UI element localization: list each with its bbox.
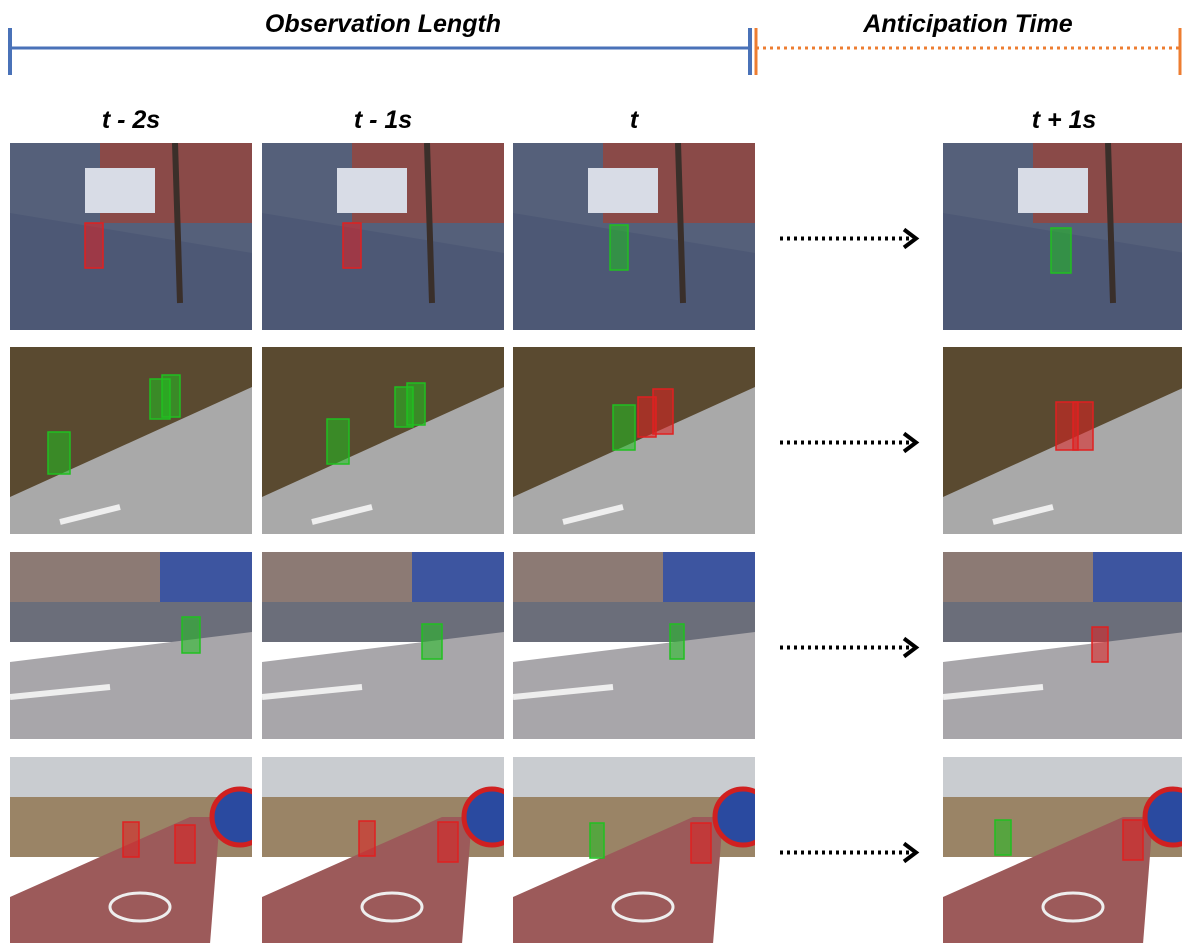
anticipation-label: Anticipation Time bbox=[862, 10, 1072, 38]
column-label: t - 2s bbox=[102, 106, 160, 134]
image-grid bbox=[10, 143, 1182, 943]
blue-wall bbox=[160, 552, 252, 602]
cars bbox=[10, 602, 252, 642]
scene-image bbox=[262, 347, 504, 534]
pedestrian-box bbox=[123, 822, 139, 857]
pedestrian-box bbox=[653, 389, 673, 434]
pedestrian-box bbox=[1092, 627, 1108, 662]
pedestrian-box bbox=[438, 822, 458, 862]
scene-image bbox=[10, 552, 252, 739]
cars bbox=[262, 602, 504, 642]
blue-wall bbox=[663, 552, 755, 602]
observation-label: Observation Length bbox=[265, 10, 501, 38]
pedestrian-box bbox=[85, 223, 103, 268]
scene-image bbox=[943, 347, 1182, 534]
column-labels: t - 2s t - 1s t t + 1s bbox=[102, 106, 1097, 134]
scene-image bbox=[10, 757, 268, 943]
traffic-sign bbox=[1145, 789, 1182, 845]
column-label: t bbox=[630, 106, 640, 134]
column-label: t - 1s bbox=[354, 106, 412, 134]
pedestrian-box bbox=[182, 617, 200, 653]
figure: Observation Length Anticipation Time t -… bbox=[0, 0, 1182, 943]
sign bbox=[85, 168, 155, 213]
scene-image bbox=[513, 347, 755, 534]
timeline: Observation Length Anticipation Time bbox=[10, 10, 1180, 75]
pedestrian-box bbox=[48, 432, 70, 474]
scene-image bbox=[262, 757, 520, 943]
scene-image bbox=[513, 143, 755, 330]
pedestrian-box bbox=[610, 225, 628, 270]
road bbox=[943, 632, 1182, 739]
cars bbox=[513, 602, 755, 642]
sign bbox=[1018, 168, 1088, 213]
pedestrian-box bbox=[422, 624, 442, 659]
sign bbox=[337, 168, 407, 213]
scene-image bbox=[943, 552, 1182, 739]
scene-image bbox=[10, 347, 252, 534]
pedestrian-box bbox=[590, 823, 604, 858]
pedestrian-box bbox=[359, 821, 375, 856]
blue-wall bbox=[412, 552, 504, 602]
cars bbox=[943, 602, 1182, 642]
pedestrian-box bbox=[613, 405, 635, 450]
blue-wall bbox=[1093, 552, 1182, 602]
pedestrian-box bbox=[327, 419, 349, 464]
scene-image bbox=[262, 552, 504, 739]
scene-image bbox=[513, 552, 755, 739]
scene-image bbox=[943, 143, 1182, 330]
pedestrian-box bbox=[691, 823, 711, 863]
page: {"header": {"observation_label": "Observ… bbox=[0, 0, 1182, 943]
scene-image bbox=[10, 143, 252, 330]
pedestrian-box bbox=[162, 375, 180, 417]
column-label: t + 1s bbox=[1032, 106, 1097, 134]
pedestrian-box bbox=[995, 820, 1011, 855]
road bbox=[262, 632, 504, 739]
pedestrian-box bbox=[1073, 402, 1093, 450]
pedestrian-box bbox=[670, 624, 684, 659]
road bbox=[10, 632, 252, 739]
scene-image bbox=[513, 757, 771, 943]
scene-image bbox=[262, 143, 504, 330]
pedestrian-box bbox=[1123, 820, 1143, 860]
pedestrian-box bbox=[407, 383, 425, 425]
traffic-sign bbox=[715, 789, 771, 845]
pedestrian-box bbox=[175, 825, 195, 863]
pedestrian-box bbox=[343, 223, 361, 268]
sign bbox=[588, 168, 658, 213]
arrows bbox=[780, 230, 916, 862]
road bbox=[513, 632, 755, 739]
pedestrian-box bbox=[1051, 228, 1071, 273]
scene-image bbox=[943, 757, 1182, 943]
traffic-sign bbox=[212, 789, 268, 845]
traffic-sign bbox=[464, 789, 520, 845]
